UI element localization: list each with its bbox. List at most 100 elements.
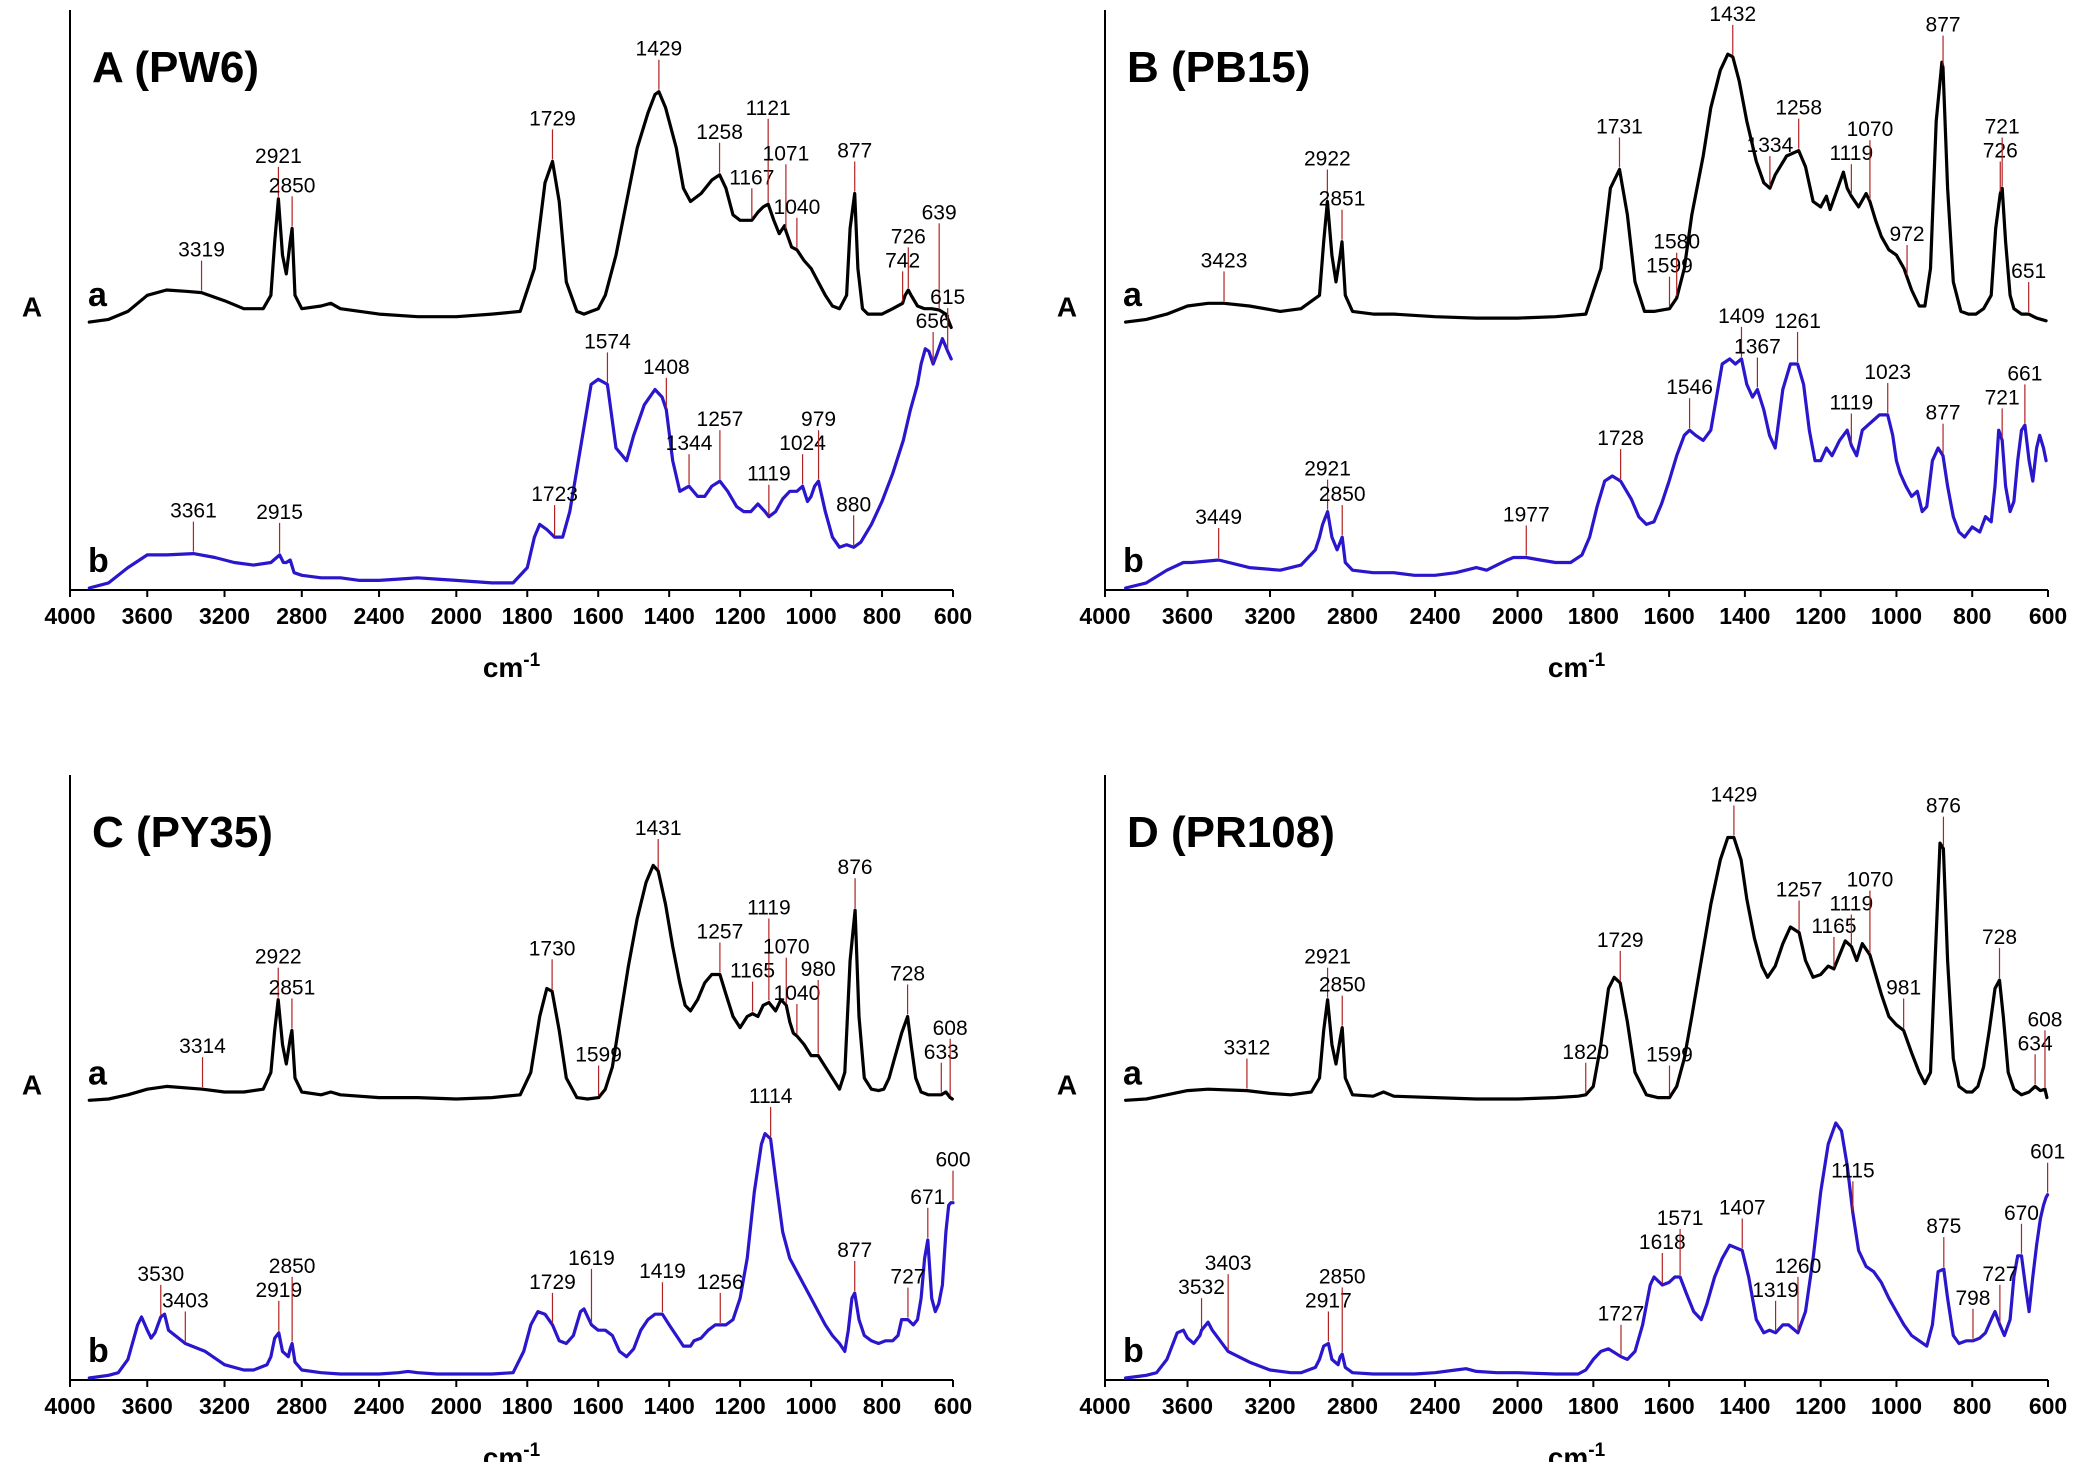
peak-label: 1024 xyxy=(779,432,826,455)
peak-label: 877 xyxy=(1926,14,1961,37)
series-trace-b xyxy=(1124,357,2048,590)
peak-label: 3312 xyxy=(1224,1037,1271,1060)
peak-label: 661 xyxy=(2007,362,2042,385)
series-trace-b xyxy=(87,1132,955,1380)
x-tick-label: 1200 xyxy=(1795,1393,1846,1419)
peak-label: 1334 xyxy=(1747,134,1794,157)
panel-title: A (PW6) xyxy=(92,43,259,92)
peak-label: 633 xyxy=(924,1041,959,1064)
panel-c: 4000 3600 3200 2800 2400 2000 1800 1600 1400 1200… xyxy=(22,775,972,1462)
peak-label: 3314 xyxy=(179,1035,226,1058)
x-axis-unit-base: cm xyxy=(1548,1442,1588,1462)
x-tick-label: 4000 xyxy=(1079,603,1130,629)
series-trace-b xyxy=(87,337,953,590)
peak-label: 3423 xyxy=(1201,249,1248,272)
peak-label: 877 xyxy=(1926,402,1961,425)
peak-label: 2850 xyxy=(1319,483,1366,506)
series-label-a: a xyxy=(1123,1054,1143,1092)
x-tick-label: 3600 xyxy=(122,603,173,629)
peak-label: 615 xyxy=(930,286,965,309)
peak-label: 2921 xyxy=(1304,946,1351,969)
panel-a: 4000 3600 3200 2800 2400 2000 1800 1600 1400 1200… xyxy=(22,10,972,683)
x-tick-label: 600 xyxy=(934,1393,972,1419)
peak-label: 1119 xyxy=(1830,142,1874,165)
peak-label: 1256 xyxy=(697,1271,744,1294)
peak-label: 1119 xyxy=(747,897,791,920)
peak-label: 1409 xyxy=(1718,305,1765,328)
peak-label: 1040 xyxy=(774,982,821,1005)
peak-label: 727 xyxy=(890,1266,925,1289)
panel-title: C (PY35) xyxy=(92,808,273,857)
peak-label: 2850 xyxy=(1319,974,1366,997)
peak-label: 1257 xyxy=(697,921,744,944)
peak-label: 726 xyxy=(891,225,926,248)
peak-label: 2922 xyxy=(1304,148,1351,171)
peak-label: 1071 xyxy=(763,142,810,165)
x-tick-label: 1600 xyxy=(1644,1393,1695,1419)
x-tick-label: 1800 xyxy=(1568,603,1619,629)
series-label-b: b xyxy=(88,542,109,580)
peak-label: 670 xyxy=(2004,1202,2039,1225)
x-tick-label: 3200 xyxy=(1244,603,1295,629)
x-tick-label: 1200 xyxy=(715,1393,766,1419)
x-axis-unit-base: cm xyxy=(1548,652,1588,683)
x-tick-label: 2800 xyxy=(276,1393,327,1419)
peak-label: 1070 xyxy=(763,936,810,959)
peak-label: 979 xyxy=(801,408,836,431)
peak-label: 721 xyxy=(1985,386,2020,409)
peak-label: 1618 xyxy=(1639,1231,1686,1254)
x-tick-label: 1600 xyxy=(1644,603,1695,629)
x-tick-label: 1000 xyxy=(786,603,837,629)
peak-label: 1258 xyxy=(1775,97,1822,120)
peak-label: 608 xyxy=(2027,1008,2062,1031)
x-tick-label: 2800 xyxy=(1327,1393,1378,1419)
x-tick-label: 3600 xyxy=(1162,1393,1213,1419)
x-tick-label: 1000 xyxy=(1871,603,1922,629)
peak-label: 876 xyxy=(1926,795,1961,818)
x-tick-label: 800 xyxy=(863,603,901,629)
peak-label: 1258 xyxy=(696,121,743,144)
peak-label: 2919 xyxy=(255,1279,302,1302)
peak-label: 1571 xyxy=(1657,1207,1704,1230)
x-axis-unit-exponent: -1 xyxy=(1588,650,1605,671)
peak-label: 981 xyxy=(1886,976,1921,999)
x-axis-unit-exponent: -1 xyxy=(523,1440,540,1461)
peak-label: 1114 xyxy=(749,1085,793,1108)
x-tick-label: 2000 xyxy=(431,603,482,629)
peak-label: 1070 xyxy=(1847,869,1894,892)
series-trace-a xyxy=(87,90,953,330)
peak-label: 1599 xyxy=(1646,255,1693,278)
series-label-a: a xyxy=(88,276,108,314)
peak-label: 600 xyxy=(935,1149,970,1172)
peak-label: 728 xyxy=(890,962,925,985)
peak-label: 2851 xyxy=(269,976,316,999)
peak-label: 1599 xyxy=(1646,1044,1693,1067)
peak-label: 2921 xyxy=(255,145,302,168)
peak-label: 3532 xyxy=(1178,1276,1225,1299)
peak-label: 2921 xyxy=(1304,458,1351,481)
peak-label: 798 xyxy=(1955,1287,1990,1310)
x-tick-label: 800 xyxy=(1953,603,1991,629)
panel-b: 4000 3600 3200 2800 2400 2000 1800 1600 1400 1200… xyxy=(1057,3,2067,683)
peak-label: 1432 xyxy=(1709,3,1756,26)
x-tick-label: 1000 xyxy=(786,1393,837,1419)
x-tick-label: 1800 xyxy=(1568,1393,1619,1419)
peak-label: 2850 xyxy=(269,174,316,197)
x-tick-label: 1400 xyxy=(644,603,695,629)
x-tick-label: 3600 xyxy=(1162,603,1213,629)
peak-label: 1429 xyxy=(636,38,683,61)
peak-label: 2922 xyxy=(255,946,302,969)
x-axis-label: cm-1 xyxy=(1548,650,1606,683)
x-tick-label: 1400 xyxy=(644,1393,695,1419)
peak-label: 1723 xyxy=(531,483,578,506)
peak-label: 875 xyxy=(1926,1215,1961,1238)
series-trace-a xyxy=(87,863,954,1102)
peak-label: 1344 xyxy=(666,432,713,455)
x-tick-label: 1200 xyxy=(715,603,766,629)
peak-label: 1727 xyxy=(1598,1303,1645,1326)
peak-label: 1407 xyxy=(1719,1196,1766,1219)
peak-label: 742 xyxy=(885,249,920,272)
x-tick-label: 1000 xyxy=(1871,1393,1922,1419)
peak-label: 3449 xyxy=(1195,506,1242,529)
peak-label: 671 xyxy=(910,1186,945,1209)
